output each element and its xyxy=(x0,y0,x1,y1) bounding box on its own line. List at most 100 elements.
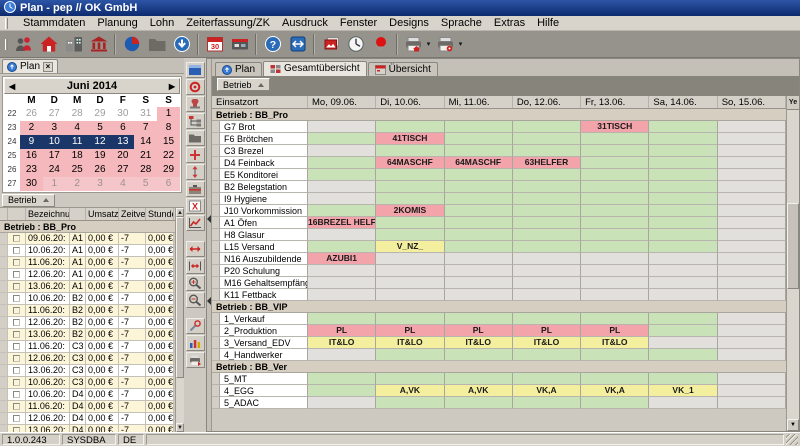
statistics-icon[interactable] xyxy=(185,335,205,351)
splitter[interactable] xyxy=(207,59,212,431)
einsatzort-label[interactable]: D4 Feinback xyxy=(220,157,308,169)
plan-cell[interactable] xyxy=(308,121,377,133)
plan-cell[interactable] xyxy=(444,169,513,181)
fit-width-icon[interactable] xyxy=(185,241,205,257)
calendar-day[interactable]: 3 xyxy=(88,177,112,191)
plan-cell[interactable] xyxy=(581,133,650,145)
grid-group-row[interactable]: Betrieb : BB_VIP xyxy=(212,301,786,313)
table-cell[interactable]: 0,00 € xyxy=(86,341,119,353)
table-row[interactable]: 12.06.20: A1 0,00 € -7 0,00 € xyxy=(0,269,175,281)
plan-cell[interactable] xyxy=(581,313,650,325)
plan-cell[interactable] xyxy=(376,289,445,301)
plan-cell[interactable] xyxy=(444,313,513,325)
left-table-group-row[interactable]: Betrieb : BB_Pro xyxy=(0,221,175,233)
plan-cell[interactable] xyxy=(581,229,650,241)
calendar-30-icon[interactable]: 30 xyxy=(202,33,227,56)
calendar-day[interactable]: 8 xyxy=(157,121,180,135)
clock-icon[interactable] xyxy=(343,33,368,56)
table-cell[interactable]: -7 xyxy=(119,401,146,413)
table-row[interactable]: 13.06.20: A1 0,00 € -7 0,00 € xyxy=(0,281,175,293)
group-by-betrieb-button[interactable]: Betrieb xyxy=(217,78,270,91)
plan-cell[interactable] xyxy=(444,133,513,145)
plan-cell[interactable] xyxy=(649,265,718,277)
calendar-day[interactable]: 29 xyxy=(88,107,112,121)
plan-cell[interactable]: 64MASCHF xyxy=(444,157,513,169)
calendar-day[interactable]: 14 xyxy=(134,135,158,149)
plan-cell[interactable] xyxy=(444,253,513,265)
menu-item-extras[interactable]: Extras xyxy=(493,17,526,29)
plan-cell[interactable] xyxy=(308,349,377,361)
resize-grip[interactable] xyxy=(786,434,798,445)
table-cell[interactable]: 10.06.20: xyxy=(26,293,70,305)
chart-line-icon[interactable] xyxy=(185,215,205,231)
table-cell[interactable]: C3 xyxy=(70,365,86,377)
row-select-cell[interactable] xyxy=(8,317,26,329)
plan-cell[interactable] xyxy=(717,373,786,385)
table-cell[interactable]: 0,00 € xyxy=(86,233,119,245)
calendar-day[interactable]: 24 xyxy=(42,163,66,177)
calendar-day[interactable]: 6 xyxy=(111,121,135,135)
zoom-out-icon[interactable] xyxy=(185,292,205,308)
calendar-day[interactable]: 26 xyxy=(20,107,43,121)
calendar-day[interactable]: 27 xyxy=(42,107,66,121)
row-select-cell[interactable] xyxy=(8,353,26,365)
plan-cell[interactable] xyxy=(581,145,650,157)
plan-cell[interactable] xyxy=(308,241,377,253)
menu-item-lohn[interactable]: Lohn xyxy=(149,17,175,29)
table-cell[interactable]: C3 xyxy=(70,341,86,353)
table-cell[interactable]: 0,00 € xyxy=(86,281,119,293)
einsatzort-label[interactable]: J10 Vorkommission xyxy=(220,205,308,217)
plan-cell[interactable] xyxy=(649,253,718,265)
plan-cell[interactable] xyxy=(581,253,650,265)
scroll-thumb[interactable] xyxy=(176,217,184,378)
plan-cell[interactable] xyxy=(649,169,718,181)
plan-cell[interactable] xyxy=(581,265,650,277)
plan-cell[interactable] xyxy=(376,217,445,229)
table-cell[interactable]: B2 xyxy=(70,305,86,317)
einsatzort-label[interactable]: 2_Produktion xyxy=(220,325,308,337)
table-cell[interactable]: 0,00 € xyxy=(146,233,174,245)
plan-cell[interactable] xyxy=(717,133,786,145)
table-cell[interactable]: 0,00 € xyxy=(146,317,174,329)
plan-cell[interactable] xyxy=(717,217,786,229)
plan-cell[interactable] xyxy=(512,277,582,289)
table-cell[interactable]: A1 xyxy=(70,281,86,293)
plan-cell[interactable] xyxy=(717,157,786,169)
menu-item-designs[interactable]: Designs xyxy=(389,17,429,29)
plan-cell[interactable] xyxy=(512,289,582,301)
einsatzort-label[interactable]: 5_MT xyxy=(220,373,308,385)
plan-cell[interactable]: 2KOMIS xyxy=(376,205,445,217)
checkbox[interactable] xyxy=(13,331,20,338)
table-cell[interactable]: 0,00 € xyxy=(86,317,119,329)
grid-column-header[interactable]: Fr, 13.06. xyxy=(581,96,650,108)
table-cell[interactable]: -7 xyxy=(119,413,146,425)
plan-cell[interactable]: VK_1 xyxy=(649,385,718,397)
checkbox[interactable] xyxy=(13,343,20,350)
calendar-day[interactable]: 10 xyxy=(42,135,66,149)
table-cell[interactable]: -7 xyxy=(119,233,146,245)
calendar-day[interactable]: 5 xyxy=(134,177,158,191)
plan-cell[interactable] xyxy=(444,277,513,289)
table-cell[interactable]: 0,00 € xyxy=(86,245,119,257)
grid-group-row[interactable]: Betrieb : BB_Pro xyxy=(212,109,786,121)
table-cell[interactable]: C3 xyxy=(70,377,86,389)
table-row[interactable]: 12.06.20: C3 0,00 € -7 0,00 € xyxy=(0,353,175,365)
plan-cell[interactable] xyxy=(649,373,718,385)
toolbar-grip[interactable] xyxy=(5,38,8,50)
checkbox[interactable] xyxy=(13,307,20,314)
plan-cell[interactable] xyxy=(649,277,718,289)
calendar-day[interactable]: 5 xyxy=(88,121,112,135)
table-row[interactable]: 12.06.20: D4 0,00 € -7 0,00 € xyxy=(0,413,175,425)
grid-column-header[interactable]: Di, 10.06. xyxy=(376,96,445,108)
row-select-cell[interactable] xyxy=(8,293,26,305)
plan-cell[interactable]: PL xyxy=(308,325,377,337)
plan-cell[interactable]: V_NZ_ xyxy=(376,241,445,253)
plan-cell[interactable]: VK,A xyxy=(581,385,650,397)
plan-cell[interactable] xyxy=(581,289,650,301)
plan-cell[interactable] xyxy=(581,349,650,361)
table-cell[interactable]: 0,00 € xyxy=(146,341,174,353)
plan-cell[interactable] xyxy=(376,277,445,289)
plan-cell[interactable] xyxy=(376,181,445,193)
table-cell[interactable]: 0,00 € xyxy=(146,425,174,432)
row-select-cell[interactable] xyxy=(8,305,26,317)
